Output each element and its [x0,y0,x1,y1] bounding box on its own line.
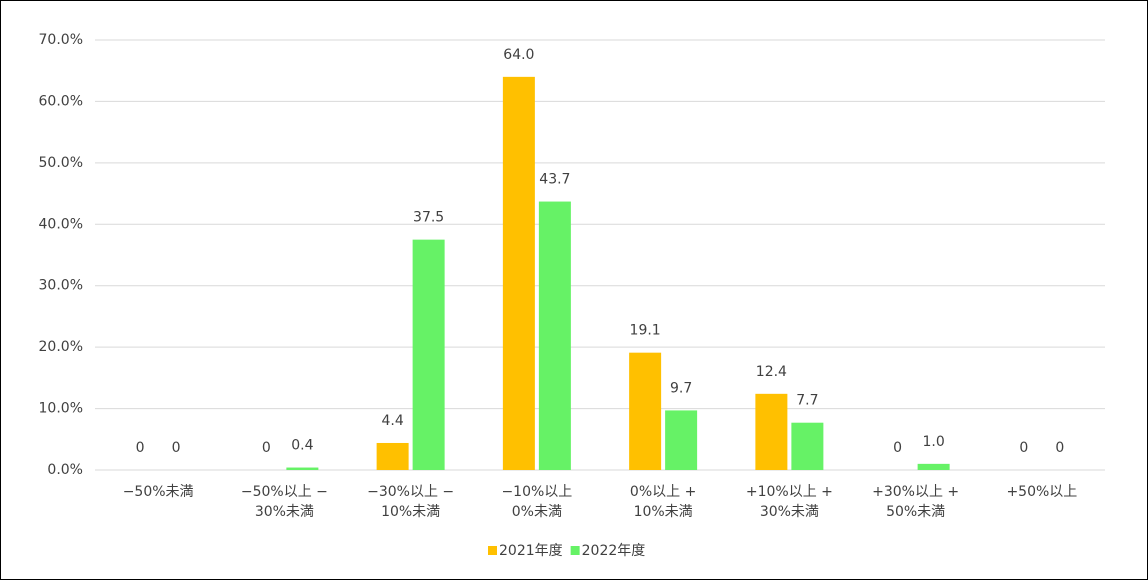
bar [917,463,950,470]
data-label: 0 [172,440,181,456]
data-label: 4.4 [381,413,403,429]
x-tick-label: +50%以上 [1006,484,1077,500]
x-tick-label: 10%未満 [381,504,440,520]
x-tick-label: −30%以上 − [367,484,454,500]
x-tick-label: −50%未満 [123,484,194,500]
y-tick-label: 60.0% [39,93,83,109]
x-tick-label: 0%以上 + [630,484,696,500]
x-tick-label: 0%未満 [512,504,562,520]
x-tick-label: +30%以上 + [872,484,959,500]
bar [791,422,824,470]
legend-swatch [488,546,497,555]
data-label: 0 [1019,440,1028,456]
y-tick-label: 40.0% [39,216,83,232]
bar [376,442,409,470]
x-tick-label: 50%未満 [886,504,945,520]
data-label: 12.4 [756,364,787,380]
data-label: 37.5 [413,210,444,226]
data-label: 9.7 [670,380,692,396]
data-label: 19.1 [630,323,661,339]
data-label: 0 [1055,440,1064,456]
bar [629,352,662,470]
legend-label: 2021年度 [499,543,563,559]
y-tick-label: 70.0% [39,32,83,48]
legend-label: 2022年度 [582,543,646,559]
x-tick-label: −10%以上 [501,484,572,500]
y-tick-label: 10.0% [39,401,83,417]
x-tick-label: 30%未満 [255,504,314,520]
data-label: 43.7 [539,172,570,188]
x-tick-label: −50%以上 − [241,484,328,500]
x-tick-label: +10%以上 + [746,484,833,500]
bar [665,410,698,470]
bar [412,239,445,470]
data-label: 0 [262,440,271,456]
bar [755,393,788,470]
data-label: 0 [136,440,145,456]
data-label: 0 [893,440,902,456]
bar [286,467,319,470]
y-tick-label: 20.0% [39,339,83,355]
bar [538,201,571,471]
x-tick-label: 30%未満 [760,504,819,520]
data-label: 1.0 [922,434,944,450]
y-tick-label: 50.0% [39,155,83,171]
y-tick-label: 0.0% [47,462,83,478]
legend-swatch [570,546,580,555]
bar [502,76,535,470]
y-tick-label: 30.0% [39,278,83,294]
x-tick-label: 10%未満 [634,504,693,520]
data-label: 64.0 [503,47,534,63]
data-label: 7.7 [796,393,818,409]
data-label: 0.4 [291,438,313,454]
